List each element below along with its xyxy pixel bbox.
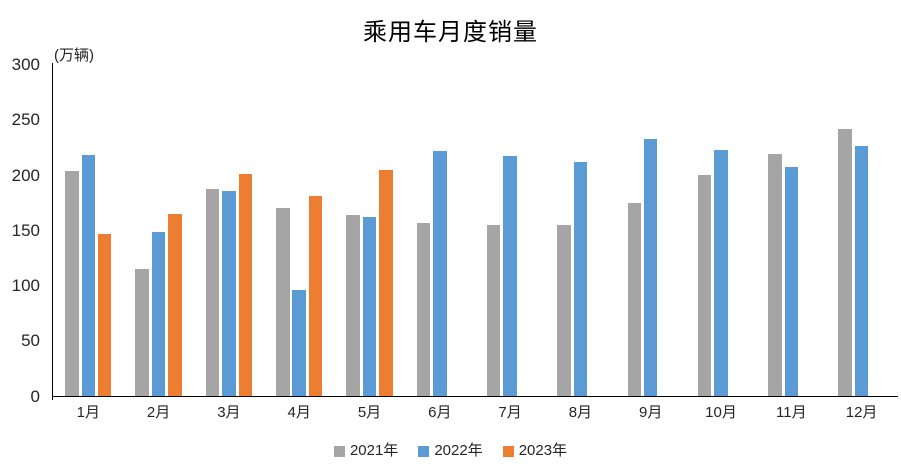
bar-2021年-9月	[627, 203, 642, 397]
x-tick-label: 2月	[146, 404, 171, 421]
bar-2022年-7月	[503, 156, 517, 397]
bar-2022年-9月	[643, 138, 658, 397]
x-tick-label: 11月	[776, 404, 807, 421]
bar-2021年-2月	[135, 268, 149, 397]
y-tick-label: 150	[11, 220, 40, 240]
x-tick-label: 9月	[639, 404, 663, 421]
x-tick-label: 6月	[428, 404, 452, 421]
legend-marker-icon	[333, 445, 345, 457]
bar-2021年-5月	[346, 214, 360, 397]
bar-2023年-2月	[168, 213, 182, 397]
bar-2022年-2月	[151, 232, 166, 397]
x-tick-label: 4月	[287, 404, 311, 421]
x-tick-label: 8月	[568, 404, 593, 421]
y-tick-label: 250	[11, 110, 40, 130]
y-tick-label: 200	[11, 165, 40, 185]
bar-2022年-5月	[362, 217, 377, 397]
legend-item-2023年: 2023年	[502, 442, 568, 459]
bar-2022年-8月	[573, 161, 588, 397]
bar-2022年-6月	[433, 150, 447, 397]
y-axis-line	[52, 63, 53, 400]
y-tick-label: 300	[11, 55, 40, 74]
legend-marker-icon	[502, 445, 514, 457]
bar-2023年-4月	[308, 196, 323, 397]
legend-label: 2021年	[349, 442, 399, 459]
x-tick-label: 5月	[357, 404, 382, 421]
x-tick-label: 1月	[76, 404, 100, 421]
bar-2021年-1月	[65, 170, 79, 397]
bar-2023年-5月	[379, 169, 393, 397]
legend: 2021年 2022年 2023年	[0, 443, 901, 459]
legend-item-2021年: 2021年	[333, 442, 399, 459]
bar-2023年-1月	[97, 234, 112, 397]
bar-2021年-10月	[697, 174, 712, 397]
bar-2022年-11月	[784, 167, 799, 397]
legend-item-2022年: 2022年	[418, 442, 483, 459]
bar-2021年-8月	[557, 225, 571, 397]
bar-2021年-6月	[416, 223, 431, 397]
bar-2022年-1月	[81, 154, 96, 397]
bar-2021年-11月	[768, 154, 782, 397]
bar-2021年-4月	[276, 208, 290, 397]
y-tick-label: 100	[11, 276, 40, 295]
y-tick-label: 0	[30, 386, 40, 406]
chart-title: 乘用车月度销量	[363, 18, 538, 46]
bar-2022年-4月	[292, 289, 306, 397]
legend-label: 2022年	[434, 442, 483, 459]
x-tick-label: 12月	[845, 404, 878, 421]
x-tick-label: 10月	[705, 404, 737, 421]
bar-2021年-7月	[486, 225, 501, 397]
bar-2023年-3月	[238, 173, 253, 397]
legend-marker-icon	[418, 445, 430, 457]
bar-2022年-3月	[222, 190, 236, 397]
bar-2021年-12月	[838, 128, 852, 397]
x-axis-line	[52, 396, 898, 397]
legend-label: 2023年	[518, 442, 568, 459]
y-axis-unit-label: (万辆)	[54, 47, 94, 64]
x-tick-label: 3月	[217, 404, 241, 421]
x-tick-label: 7月	[498, 404, 522, 421]
bar-2021年-3月	[205, 189, 220, 397]
y-tick-label: 50	[21, 331, 40, 351]
bar-2022年-10月	[714, 149, 728, 397]
bar-2022年-12月	[854, 146, 869, 397]
